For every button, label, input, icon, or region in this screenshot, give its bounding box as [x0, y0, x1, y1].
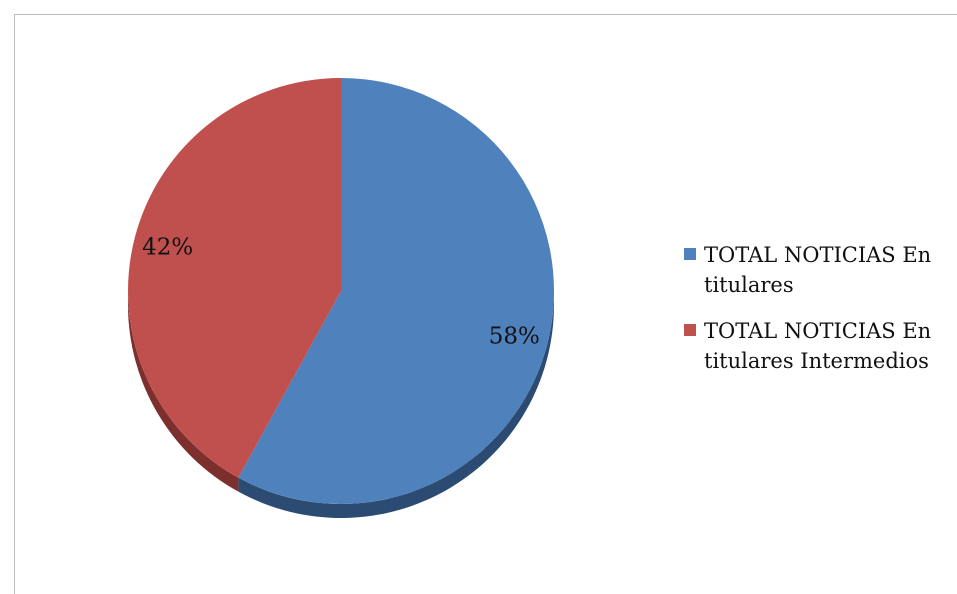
legend-label-titulares-line1: TOTAL NOTICIAS En	[704, 243, 932, 267]
legend-swatch-titulares	[684, 248, 696, 260]
legend-label-intermedios-line1: TOTAL NOTICIAS En	[704, 319, 932, 343]
pie-depth-layer	[128, 291, 554, 519]
data-label-titulares-intermedios: 42%	[142, 235, 193, 261]
legend-label-titulares-line2: titulares	[704, 273, 794, 297]
pie-top-layer	[128, 77, 554, 505]
legend-item-titulares-intermedios: TOTAL NOTICIAS En titulares Intermedios	[684, 316, 956, 376]
data-label-titulares: 58%	[489, 323, 540, 349]
legend: TOTAL NOTICIAS En titulares TOTAL NOTICI…	[684, 240, 956, 392]
pie-slice-depth-titulares-intermedios	[128, 291, 239, 492]
pie-data-labels: 58% 42%	[142, 235, 540, 350]
pie-slice-titulares-intermedios	[128, 77, 341, 478]
pie-slice-depth-titulares	[238, 291, 554, 519]
legend-swatch-titulares-intermedios	[684, 324, 696, 336]
chart-frame	[14, 14, 957, 594]
legend-item-titulares: TOTAL NOTICIAS En titulares	[684, 240, 956, 300]
legend-label-intermedios-line2: titulares Intermedios	[704, 349, 929, 373]
pie-slice-titulares	[238, 78, 554, 505]
